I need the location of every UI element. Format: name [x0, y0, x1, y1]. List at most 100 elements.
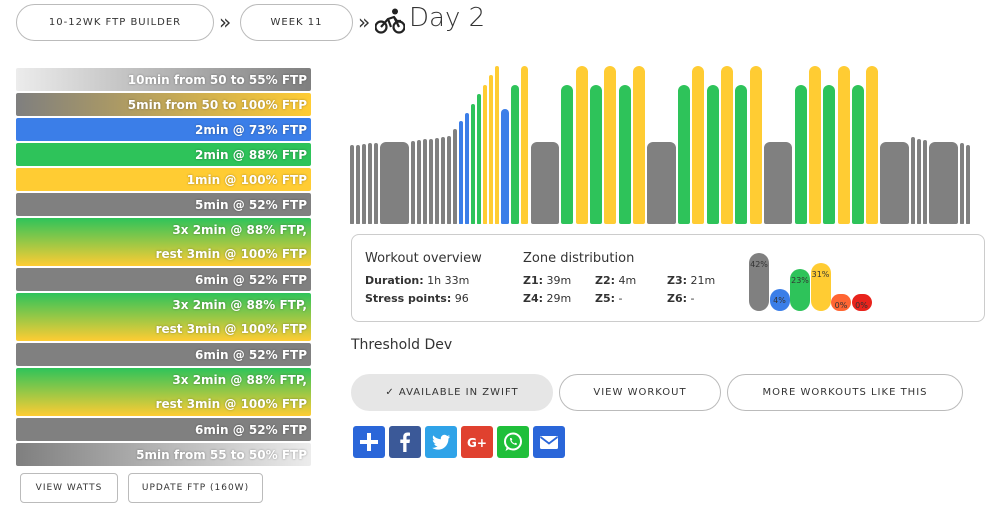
interval-label: 5min @ 52% FTP — [195, 197, 307, 212]
workout-profile-bar — [823, 85, 836, 224]
zone-stat: Z2: 4m — [595, 274, 636, 287]
workout-profile-bar — [866, 66, 879, 224]
interval-label: 5min from 50 to 100% FTP — [127, 97, 307, 112]
breadcrumb-plan-button[interactable]: 10-12WK FTP BUILDER — [16, 4, 214, 41]
view-watts-button[interactable]: VIEW WATTS — [20, 473, 118, 503]
workout-profile-bar — [410, 141, 415, 224]
twitter-share-button[interactable] — [425, 426, 457, 458]
cyclist-icon — [375, 8, 405, 34]
zone-bar — [831, 294, 851, 311]
interval-label: 3x 2min @ 88% FTP, — [172, 298, 307, 312]
whatsapp-share-button[interactable] — [497, 426, 529, 458]
zone-percent-label: 31% — [811, 270, 830, 279]
interval-item: 5min @ 52% FTP — [16, 193, 311, 216]
workout-profile-bar — [350, 145, 354, 224]
workout-profile-bar — [575, 66, 588, 224]
zone-bar — [749, 253, 769, 311]
workout-profile-bar — [706, 85, 719, 224]
interval-label: 6min @ 52% FTP — [195, 422, 307, 437]
zone-bar — [769, 289, 790, 311]
interval-item: 3x 2min @ 88% FTP, rest 3min @ 100% FTP — [16, 368, 311, 416]
svg-text:G+: G+ — [467, 436, 487, 450]
overview-title: Workout overview — [365, 251, 482, 266]
whatsapp-icon — [504, 432, 522, 451]
zone-percent-label: 4% — [773, 296, 786, 305]
zone-stat: Z6: - — [667, 292, 695, 305]
interval-item: 2min @ 73% FTP — [16, 118, 311, 141]
workout-profile-bar — [692, 66, 705, 224]
workout-profile-bar — [911, 137, 916, 224]
zone-stat-label: Z2: — [595, 274, 616, 287]
workout-profile-bar — [561, 85, 574, 224]
workout-profile-bar — [880, 142, 910, 224]
workout-profile-bar — [356, 145, 360, 224]
workout-profile-bar — [530, 142, 560, 224]
more-workouts-button[interactable]: MORE WORKOUTS LIKE THIS — [727, 374, 963, 411]
workout-profile-bar — [483, 85, 487, 224]
interval-label: 2min @ 73% FTP — [195, 122, 307, 137]
zone-stat: Z4: 29m — [523, 292, 571, 305]
interval-label: rest 3min @ 100% FTP — [155, 322, 307, 336]
workout-profile-bar — [465, 113, 469, 224]
zone-percent-label: 23% — [791, 276, 809, 285]
workout-profile-bar — [929, 142, 958, 224]
interval-label: 6min @ 52% FTP — [195, 347, 307, 362]
interval-item: 6min @ 52% FTP — [16, 418, 311, 441]
zone-percent-label: 42% — [750, 260, 768, 269]
update-ftp-button[interactable]: UPDATE FTP (160W) — [128, 473, 263, 503]
workout-profile-bar — [917, 139, 922, 224]
google-plus-share-button[interactable]: G+ — [461, 426, 493, 458]
workout-profile-bar — [477, 94, 481, 224]
interval-item: 5min from 50 to 100% FTP — [16, 93, 311, 116]
stress-value: 96 — [454, 292, 469, 305]
workout-profile-bar — [374, 143, 378, 224]
zone-stat-label: Z5: — [595, 292, 616, 305]
page-title: Day 2 — [409, 3, 486, 33]
workout-profile-bar — [632, 66, 645, 224]
duration-row: Duration: 1h 33m — [365, 274, 469, 287]
zone-bar — [851, 294, 872, 311]
interval-item: 6min @ 52% FTP — [16, 268, 311, 291]
zone-stat-label: Z4: — [523, 292, 544, 305]
interval-item: 2min @ 88% FTP — [16, 143, 311, 166]
workout-profile-bar — [489, 75, 493, 224]
zone-bar — [810, 263, 831, 311]
workout-profile-bar — [429, 139, 433, 224]
workout-profile-bar — [794, 85, 807, 224]
available-in-zwift-button[interactable]: ✓ AVAILABLE IN ZWIFT — [351, 374, 553, 411]
workout-profile-bar — [678, 85, 691, 224]
zone-stat-value: - — [690, 292, 695, 305]
facebook-share-button[interactable] — [389, 426, 421, 458]
workout-profile-bar — [763, 142, 793, 224]
interval-item: 3x 2min @ 88% FTP, rest 3min @ 100% FTP — [16, 218, 311, 266]
interval-label: 3x 2min @ 88% FTP, — [172, 223, 307, 237]
facebook-icon — [400, 432, 410, 452]
zone-percent-label: 0% — [834, 301, 848, 310]
zone-stat-value: 39m — [546, 274, 572, 287]
workout-profile-bar — [435, 138, 439, 224]
view-workout-button[interactable]: VIEW WORKOUT — [559, 374, 721, 411]
interval-label: 2min @ 88% FTP — [195, 147, 307, 162]
workout-profile-bar — [362, 144, 366, 224]
zone-stat-label: Z1: — [523, 274, 544, 287]
workout-profile-bar — [960, 143, 964, 224]
workout-profile-bar — [735, 85, 748, 224]
breadcrumb-separator: » — [219, 10, 232, 34]
workout-profile-bar — [590, 85, 603, 224]
interval-item: 6min @ 52% FTP — [16, 343, 311, 366]
interval-label: 1min @ 100% FTP — [186, 172, 307, 187]
share-button[interactable] — [353, 426, 385, 458]
interval-list: 10min from 50 to 55% FTP 5min from 50 to … — [16, 68, 311, 468]
workout-profile-bar — [453, 129, 457, 224]
email-share-button[interactable] — [533, 426, 565, 458]
workout-profile-bar — [604, 66, 617, 224]
workout-profile-bar — [447, 136, 451, 224]
workout-profile-bar — [422, 139, 427, 224]
zone-bar — [790, 269, 810, 311]
workout-profile-bar — [520, 66, 529, 224]
zone-percent-label: 0% — [855, 301, 868, 310]
workout-profile-bar — [923, 140, 928, 224]
interval-label: 3x 2min @ 88% FTP, — [172, 373, 307, 387]
zone-stat: Z1: 39m — [523, 274, 571, 287]
breadcrumb-week-button[interactable]: WEEK 11 — [240, 4, 353, 41]
